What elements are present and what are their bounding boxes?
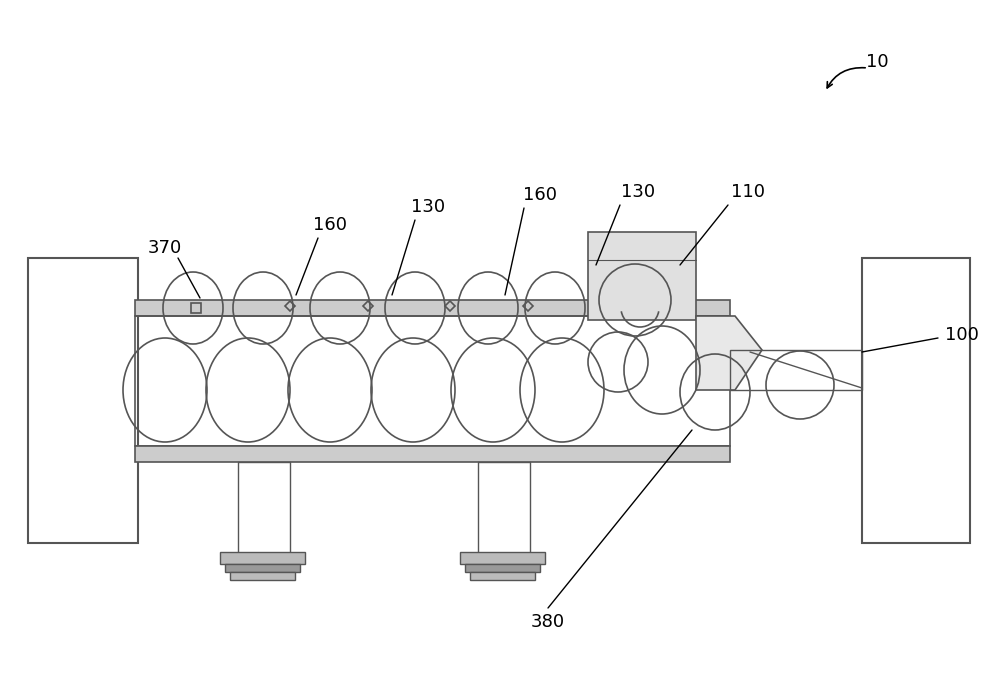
Bar: [225, 564, 300, 572]
Bar: [588, 232, 696, 320]
Text: 10: 10: [866, 53, 888, 71]
Bar: [460, 552, 545, 564]
Bar: [135, 316, 730, 446]
Text: 100: 100: [945, 326, 979, 344]
Bar: [220, 552, 305, 564]
Polygon shape: [696, 316, 762, 390]
Bar: [470, 572, 535, 580]
Bar: [478, 462, 530, 557]
Bar: [135, 446, 730, 462]
Bar: [465, 564, 540, 572]
Text: 130: 130: [411, 198, 445, 216]
Text: 130: 130: [621, 183, 655, 201]
Bar: [135, 300, 730, 316]
Text: 160: 160: [313, 216, 347, 234]
Bar: [28, 258, 138, 543]
Bar: [191, 303, 201, 313]
Text: 110: 110: [731, 183, 765, 201]
Bar: [862, 258, 970, 543]
Bar: [230, 572, 295, 580]
Text: 160: 160: [523, 186, 557, 204]
Text: 380: 380: [531, 613, 565, 631]
Text: 370: 370: [148, 239, 182, 257]
Bar: [238, 462, 290, 557]
